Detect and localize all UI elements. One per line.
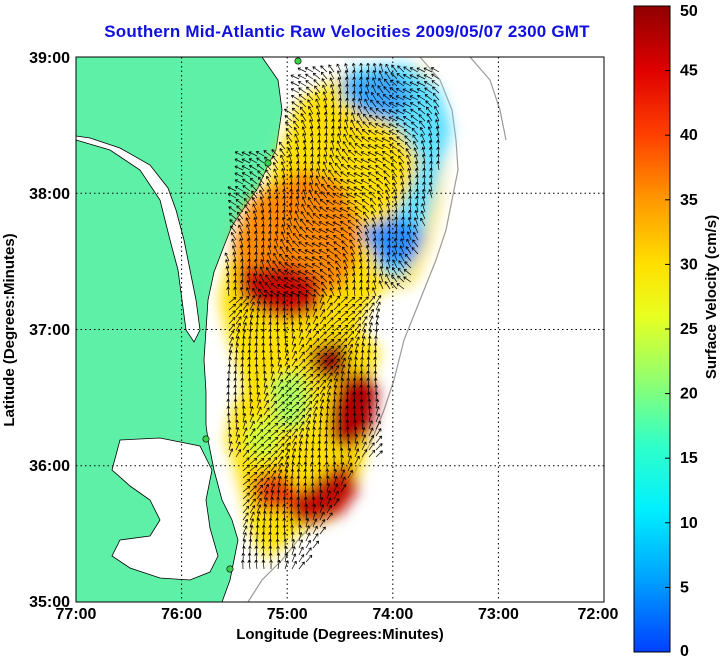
colorbar-label: Surface Velocity (cm/s) — [703, 215, 720, 379]
shelf-contour — [469, 57, 507, 141]
colorbar-tick-label: 10 — [680, 515, 698, 532]
colorbar-gradient — [633, 5, 671, 653]
x-tick-label: 74:00 — [372, 606, 413, 623]
x-axis: 77:00 76:00 75:00 74:00 73:00 72:00 Long… — [56, 606, 619, 643]
x-tick-label: 75:00 — [267, 606, 308, 623]
colorbar-tick-label: 35 — [680, 192, 698, 209]
y-tick-label: 38:00 — [29, 186, 70, 203]
station-marker — [226, 565, 234, 573]
colorbar-tick-label: 15 — [680, 450, 698, 467]
colorbar-tick-label: 50 — [680, 3, 698, 20]
y-tick-label: 37:00 — [29, 322, 70, 339]
y-axis-label: Latitude (Degrees:Minutes) — [1, 233, 18, 426]
y-tick-label: 39:00 — [29, 50, 70, 67]
y-tick-label: 35:00 — [29, 594, 70, 611]
station-marker — [294, 57, 302, 65]
plot-frame — [75, 56, 605, 603]
y-tick-label: 36:00 — [29, 458, 70, 475]
map-title: Southern Mid-Atlantic Raw Velocities 200… — [104, 22, 590, 41]
x-tick-label: 73:00 — [478, 606, 519, 623]
radar-stations — [202, 57, 302, 573]
x-tick-label: 77:00 — [56, 606, 97, 623]
colorbar-tick-label: 30 — [680, 256, 698, 273]
sound-water — [111, 437, 219, 581]
y-axis: 39:00 38:00 37:00 36:00 35:00 Latitude (… — [1, 50, 70, 611]
x-axis-label: Longitude (Degrees:Minutes) — [236, 626, 444, 643]
shelf-contour — [247, 57, 459, 602]
colorbar-tick-label: 45 — [680, 63, 698, 80]
colorbar-tick-label: 40 — [680, 127, 698, 144]
colorbar-tick-label: 5 — [680, 579, 689, 596]
station-marker — [202, 435, 210, 443]
station-marker — [264, 159, 272, 167]
colorbar-tick-label: 0 — [680, 643, 689, 659]
grid-lines — [76, 57, 604, 602]
colorbar-tick-label: 25 — [680, 321, 698, 338]
chesapeake-bay — [76, 135, 201, 343]
x-tick-label: 76:00 — [161, 606, 202, 623]
x-tick-label: 72:00 — [578, 606, 619, 623]
colorbar-tick-label: 20 — [680, 386, 698, 403]
vector-arrow-set — [224, 62, 440, 570]
velocity-vectors — [224, 62, 440, 570]
